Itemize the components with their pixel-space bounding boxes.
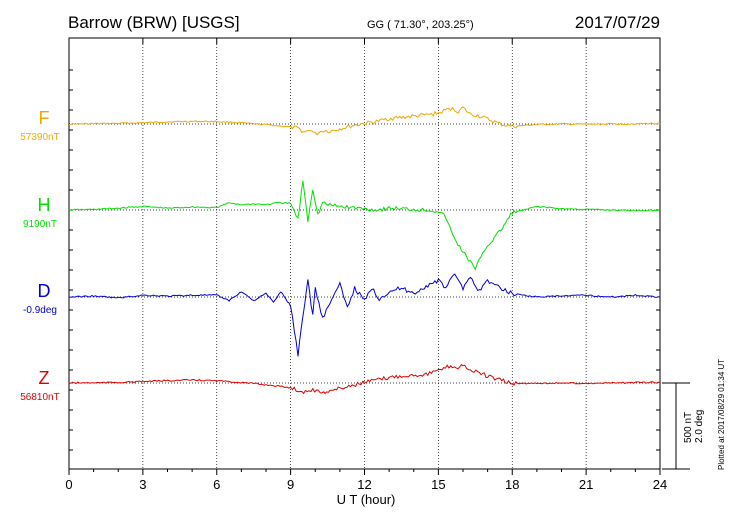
x-tick-label: 18: [505, 477, 519, 492]
x-tick-label: 6: [213, 477, 220, 492]
x-axis-label: U T (hour): [337, 492, 396, 507]
series-line-z: [68, 363, 661, 395]
x-tick-label: 24: [653, 477, 667, 492]
series-baseline-z: 56810nT: [20, 392, 59, 403]
series-baseline-d: -0.9deg: [23, 305, 57, 316]
x-tick-label: 9: [287, 477, 294, 492]
scale-bar-nt: 500 nT: [683, 412, 694, 443]
series-name-f: F: [39, 108, 50, 128]
series-lines: [68, 106, 661, 395]
series-line-h: [68, 180, 661, 271]
series-baseline-f: 57390nT: [20, 132, 59, 143]
plot-date: 2017/07/29: [575, 13, 660, 32]
x-tick-label: 3: [139, 477, 146, 492]
series-name-z: Z: [39, 368, 50, 388]
series-line-f: [68, 106, 661, 136]
station-coords: GG ( 71.30°, 203.25°): [367, 19, 474, 31]
x-axis-ticks: 0 3 6 9 12 15 18 21 24: [65, 38, 667, 492]
x-tick-label: 12: [357, 477, 371, 492]
series-name-h: H: [38, 195, 51, 215]
x-tick-label: 0: [65, 477, 72, 492]
scale-bar-deg: 2.0 deg: [694, 410, 705, 443]
series-line-d: [68, 273, 661, 357]
plotted-timestamp: Plotted at 2017/08/29 01:34 UT: [717, 359, 726, 470]
x-tick-label: 15: [431, 477, 445, 492]
x-tick-label: 21: [579, 477, 593, 492]
scale-bar: 500 nT 2.0 deg: [662, 382, 705, 470]
series-name-d: D: [38, 281, 51, 301]
series-baseline-h: 9190nT: [23, 219, 57, 230]
grid-lines: [142, 38, 587, 469]
series-labels: F 57390nT H 9190nT D -0.9deg Z 56810nT: [20, 108, 59, 403]
station-title: Barrow (BRW) [USGS]: [68, 13, 240, 32]
